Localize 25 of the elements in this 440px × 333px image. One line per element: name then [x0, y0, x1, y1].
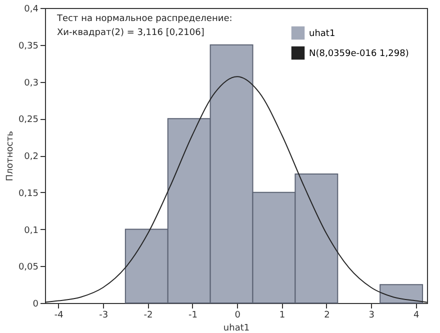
y-tick-label: 0 [32, 300, 39, 310]
y-tick-label: 0,05 [18, 262, 38, 273]
legend-label: N(8,0359e-016 1,298) [309, 49, 409, 59]
x-tick-label: -3 [99, 310, 108, 320]
y-tick-label: 0,2 [24, 152, 38, 162]
x-tick-label: 0 [234, 310, 241, 320]
x-tick-label: -2 [144, 310, 153, 320]
line-series [44, 76, 428, 303]
x-tick-label: 3 [368, 310, 375, 320]
annotation: Тест на нормальное распределение: [56, 14, 232, 24]
x-axis-title: uhat1 [223, 324, 250, 333]
y-tick-label: 0,1 [24, 226, 38, 236]
y-tick-label: 0,4 [24, 4, 39, 14]
annotation: Хи-квадрат(2) = 3,116 [0,2106] [57, 28, 204, 38]
x-tick-label: -4 [54, 310, 64, 320]
x-tick-label: 2 [324, 310, 330, 320]
legend-label: uhat1 [309, 29, 336, 39]
y-tick-label: 0,35 [18, 41, 38, 52]
y-tick-label: 0,15 [18, 188, 38, 199]
y-axis-title: Плотность [5, 130, 16, 182]
x-tick-label: 4 [413, 310, 420, 320]
y-tick-label: 0,3 [24, 78, 38, 88]
x-tick-label: -1 [188, 310, 198, 320]
y-tick-label: 0,25 [18, 115, 38, 126]
x-tick-label: 1 [279, 310, 286, 320]
